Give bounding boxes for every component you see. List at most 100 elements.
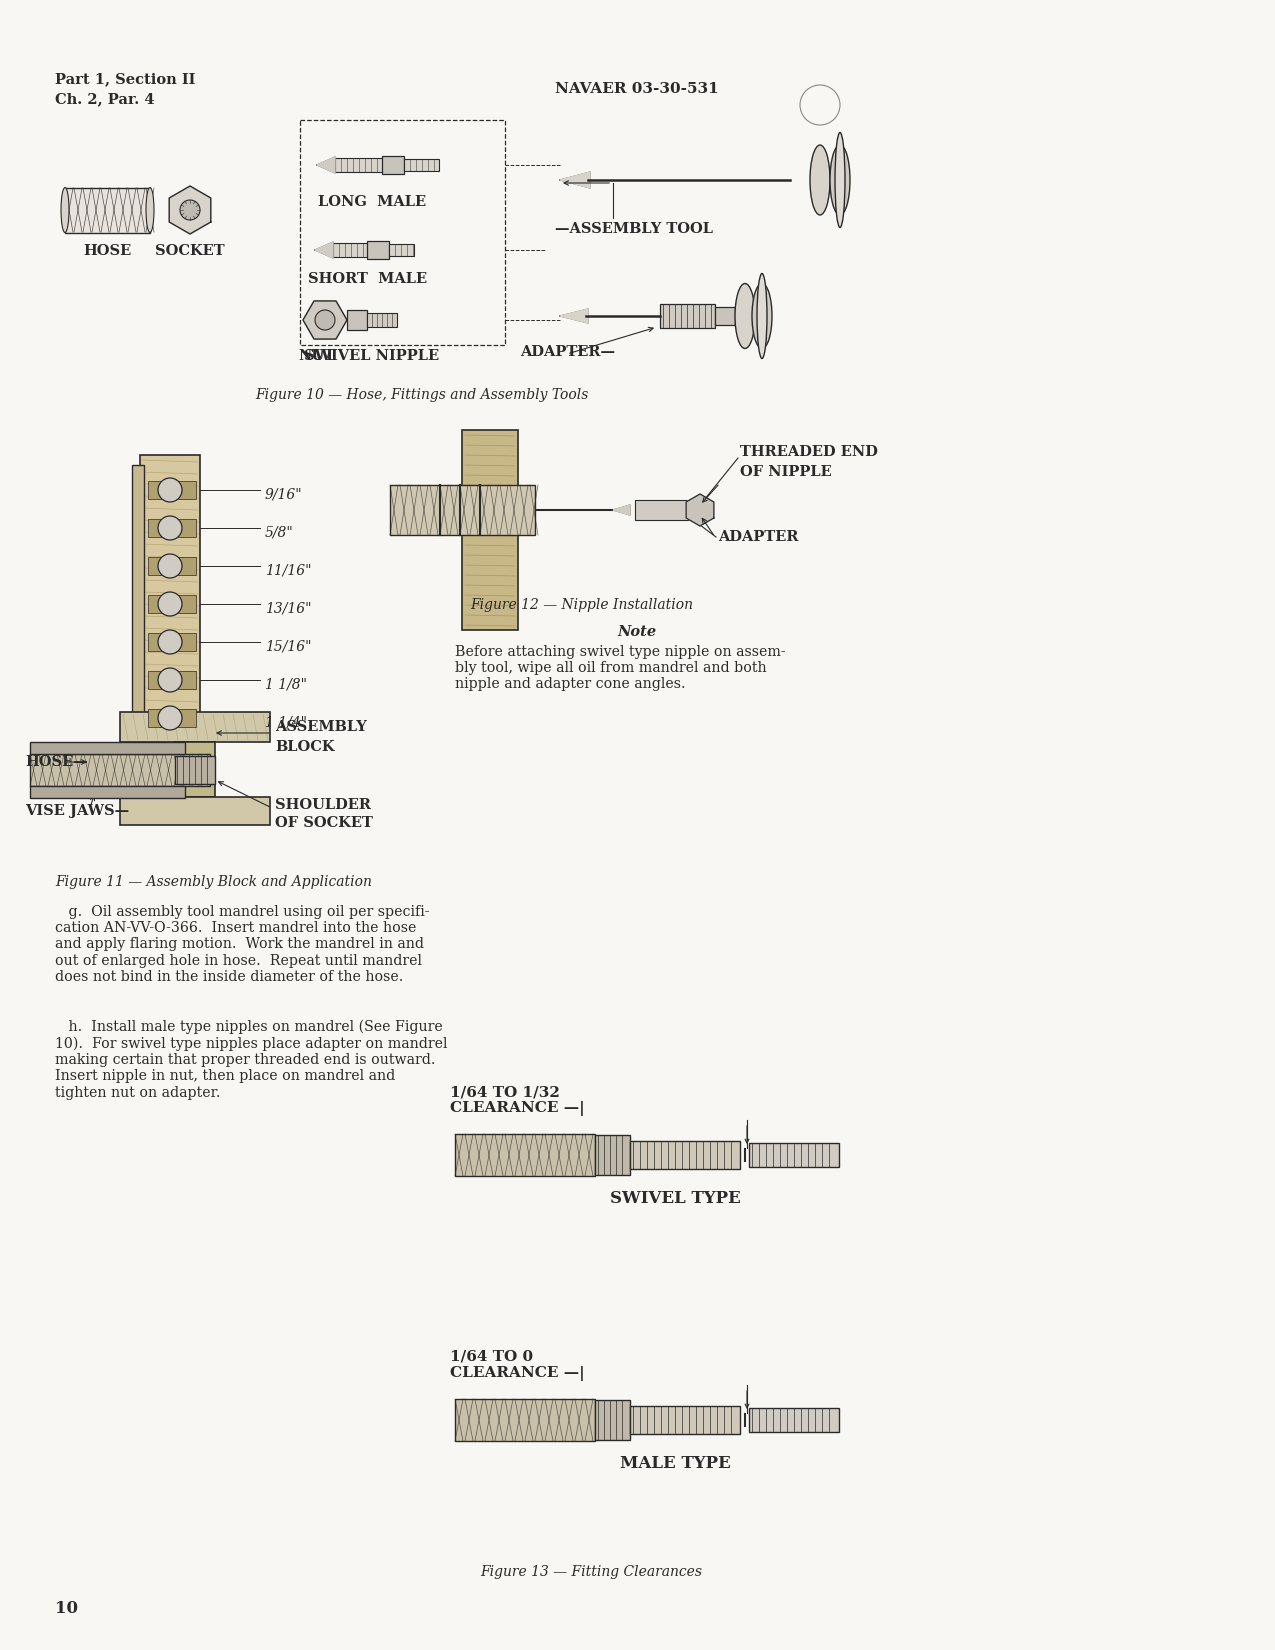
Text: HOSE—: HOSE— (26, 756, 88, 769)
Circle shape (158, 630, 182, 653)
Bar (748, 1143, 839, 1167)
Circle shape (158, 478, 182, 502)
Polygon shape (315, 243, 333, 257)
Bar (31, 785, 185, 799)
Polygon shape (560, 309, 588, 323)
Text: 1/64 TO 0
CLEARANCE —|: 1/64 TO 0 CLEARANCE —| (450, 1350, 585, 1381)
Bar (333, 243, 375, 257)
Text: NAVAER 03-30-531: NAVAER 03-30-531 (555, 82, 719, 96)
Text: Figure 11 — Assembly Block and Application: Figure 11 — Assembly Block and Applicati… (55, 874, 372, 889)
Bar (148, 672, 196, 690)
Ellipse shape (147, 188, 154, 233)
Polygon shape (170, 186, 210, 234)
Bar (595, 1399, 630, 1440)
Bar (635, 500, 690, 520)
Text: 1/64 TO 1/32
CLEARANCE —|: 1/64 TO 1/32 CLEARANCE —| (450, 1086, 585, 1115)
Text: 15/16": 15/16" (265, 640, 311, 653)
Ellipse shape (752, 284, 771, 348)
Text: SOCKET: SOCKET (156, 244, 224, 257)
Circle shape (158, 668, 182, 691)
Polygon shape (317, 157, 335, 173)
Circle shape (158, 706, 182, 729)
Text: 1 1/8": 1 1/8" (265, 678, 307, 691)
Bar (300, 120, 505, 345)
Text: Before attaching swivel type nipple on assem-
bly tool, wipe all oil from mandre: Before attaching swivel type nipple on a… (455, 645, 785, 691)
Text: 1 1/4": 1 1/4" (265, 716, 307, 729)
Text: MALE TYPE: MALE TYPE (620, 1455, 731, 1472)
Bar (335, 158, 390, 172)
Text: HOSE: HOSE (83, 244, 131, 257)
Circle shape (315, 310, 335, 330)
Text: Note: Note (617, 625, 657, 639)
Bar (148, 710, 196, 728)
Bar (455, 1399, 595, 1440)
Ellipse shape (835, 132, 845, 228)
Text: h.  Install male type nipples on mandrel (See Figure
10).  For swivel type nippl: h. Install male type nipples on mandrel … (55, 1020, 448, 1099)
Bar (133, 465, 144, 724)
Bar (65, 188, 150, 233)
Circle shape (158, 592, 182, 615)
Ellipse shape (830, 145, 850, 214)
Bar (630, 1406, 740, 1434)
Bar (148, 520, 196, 536)
Bar (715, 307, 734, 325)
Text: SWIVEL TYPE: SWIVEL TYPE (609, 1190, 741, 1208)
Bar (390, 485, 536, 535)
Text: SHOULDER: SHOULDER (275, 799, 371, 812)
Bar (630, 1142, 740, 1168)
Bar (148, 482, 196, 498)
Polygon shape (303, 300, 347, 338)
Bar (120, 713, 270, 742)
Text: 13/16": 13/16" (265, 602, 311, 615)
Bar (140, 455, 200, 734)
Circle shape (799, 86, 840, 125)
Ellipse shape (61, 188, 69, 233)
Text: OF NIPPLE: OF NIPPLE (740, 465, 831, 478)
Bar (595, 1135, 630, 1175)
Text: ASSEMBLY: ASSEMBLY (275, 719, 367, 734)
Circle shape (158, 516, 182, 540)
Text: SWIVEL NIPPLE: SWIVEL NIPPLE (305, 350, 440, 363)
Ellipse shape (810, 145, 830, 214)
Bar (148, 634, 196, 652)
Bar (389, 244, 414, 256)
Circle shape (180, 200, 200, 219)
Text: Part 1, Section II: Part 1, Section II (55, 73, 195, 86)
Text: NUT: NUT (298, 350, 335, 363)
Text: VISE JAWS—: VISE JAWS— (26, 804, 129, 818)
Text: SHORT  MALE: SHORT MALE (309, 272, 427, 285)
Text: Figure 13 — Fitting Clearances: Figure 13 — Fitting Clearances (479, 1564, 703, 1579)
Text: 5/8": 5/8" (265, 526, 293, 540)
Circle shape (158, 554, 182, 578)
Text: —ASSEMBLY TOOL: —ASSEMBLY TOOL (555, 223, 713, 236)
Text: BLOCK: BLOCK (275, 739, 334, 754)
Bar (404, 158, 439, 172)
Bar (120, 797, 270, 825)
Ellipse shape (734, 284, 755, 348)
Bar (31, 754, 210, 785)
Bar (462, 431, 518, 630)
Bar (455, 1134, 595, 1176)
Text: ADAPTER: ADAPTER (718, 530, 798, 544)
Text: OF SOCKET: OF SOCKET (275, 817, 372, 830)
Text: 10: 10 (55, 1600, 78, 1617)
Bar (148, 596, 196, 614)
Bar (367, 241, 389, 259)
Bar (148, 558, 196, 574)
Text: 9/16": 9/16" (265, 488, 302, 502)
Text: g.  Oil assembly tool mandrel using oil per specifi-
cation AN-VV-O-366.  Insert: g. Oil assembly tool mandrel using oil p… (55, 904, 430, 983)
Text: Ch. 2, Par. 4: Ch. 2, Par. 4 (55, 92, 154, 106)
Polygon shape (560, 172, 590, 188)
Text: 11/16": 11/16" (265, 564, 311, 578)
Bar (31, 742, 185, 754)
Text: Figure 12 — Nipple Installation: Figure 12 — Nipple Installation (470, 597, 694, 612)
Polygon shape (686, 493, 714, 526)
Text: ADAPTER—: ADAPTER— (520, 345, 615, 360)
Polygon shape (613, 505, 630, 515)
Bar (175, 742, 215, 797)
Bar (660, 304, 715, 328)
Bar (367, 314, 397, 327)
Text: Figure 10 — Hose, Fittings and Assembly Tools: Figure 10 — Hose, Fittings and Assembly … (255, 388, 588, 403)
Bar (347, 310, 367, 330)
Bar (175, 756, 215, 784)
